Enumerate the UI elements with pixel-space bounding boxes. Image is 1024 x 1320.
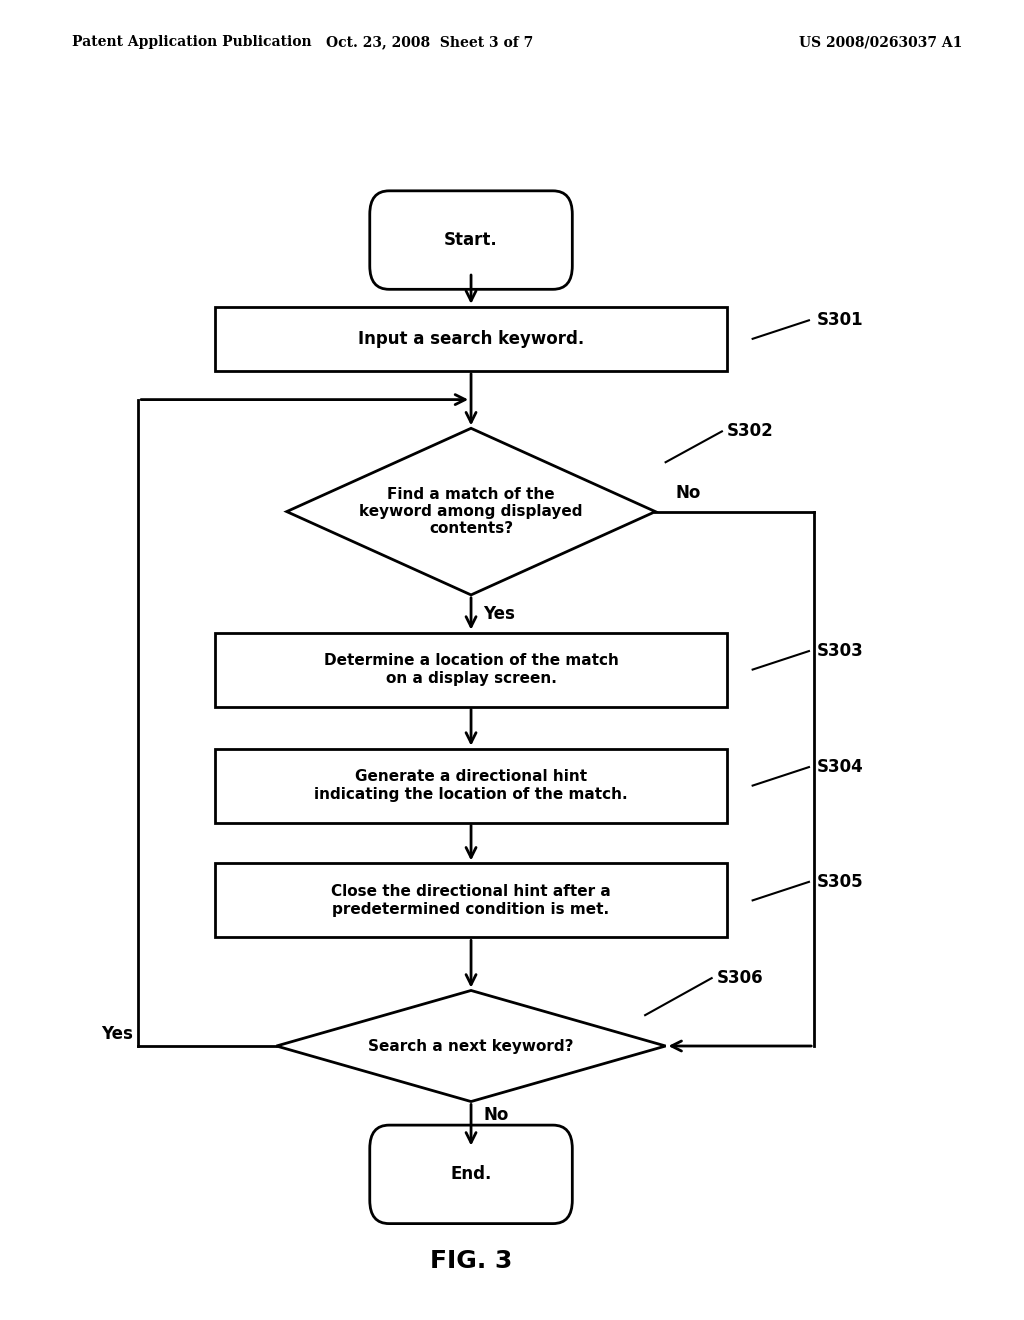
Text: S305: S305: [817, 873, 864, 891]
Text: Input a search keyword.: Input a search keyword.: [358, 330, 584, 347]
Text: Determine a location of the match
on a display screen.: Determine a location of the match on a d…: [324, 653, 618, 686]
Text: Close the directional hint after a
predetermined condition is met.: Close the directional hint after a prede…: [331, 884, 611, 916]
Bar: [215, 863, 727, 937]
Text: Start.: Start.: [444, 231, 498, 249]
Text: FIG. 3: FIG. 3: [430, 1249, 512, 1272]
Text: Find a match of the
keyword among displayed
contents?: Find a match of the keyword among displa…: [359, 487, 583, 536]
Text: No: No: [483, 1106, 509, 1125]
FancyBboxPatch shape: [370, 1125, 572, 1224]
Text: S301: S301: [817, 312, 864, 329]
Text: Search a next keyword?: Search a next keyword?: [369, 1039, 573, 1053]
Bar: [215, 306, 727, 371]
Text: Patent Application Publication: Patent Application Publication: [72, 36, 311, 49]
FancyBboxPatch shape: [370, 191, 572, 289]
Text: US 2008/0263037 A1: US 2008/0263037 A1: [799, 36, 963, 49]
Polygon shape: [287, 428, 655, 595]
Bar: [215, 632, 727, 706]
Text: Oct. 23, 2008  Sheet 3 of 7: Oct. 23, 2008 Sheet 3 of 7: [327, 36, 534, 49]
Text: Yes: Yes: [101, 1024, 133, 1043]
Text: S303: S303: [817, 642, 864, 660]
Text: Generate a directional hint
indicating the location of the match.: Generate a directional hint indicating t…: [314, 770, 628, 801]
Polygon shape: [276, 990, 666, 1102]
Text: S306: S306: [717, 969, 764, 987]
Text: Yes: Yes: [483, 605, 515, 623]
Bar: [215, 748, 727, 822]
Text: End.: End.: [451, 1166, 492, 1183]
Text: No: No: [676, 484, 701, 502]
Text: S304: S304: [817, 758, 864, 776]
Text: S302: S302: [727, 422, 774, 441]
